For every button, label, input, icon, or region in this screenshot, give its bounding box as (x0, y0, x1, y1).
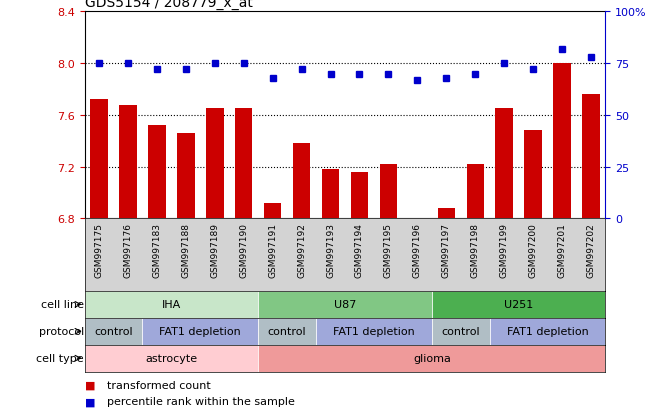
Bar (467, 165, 484, 219)
Bar (293, 144, 311, 219)
Text: glioma: glioma (413, 353, 450, 363)
Text: GSM997194: GSM997194 (355, 223, 364, 277)
Text: GSM997199: GSM997199 (500, 223, 508, 278)
Text: percentile rank within the sample: percentile rank within the sample (107, 396, 296, 406)
Text: control: control (441, 326, 480, 337)
Bar (148, 126, 165, 219)
Bar (437, 209, 455, 219)
Bar (85, 345, 258, 372)
Bar (322, 170, 339, 219)
Bar (143, 318, 258, 345)
Bar (525, 131, 542, 219)
Text: GSM997188: GSM997188 (182, 223, 190, 278)
Text: GSM997200: GSM997200 (529, 223, 538, 277)
Text: control: control (94, 326, 133, 337)
Bar (258, 291, 432, 318)
Text: GSM997201: GSM997201 (557, 223, 566, 277)
Text: GDS5154 / 208779_x_at: GDS5154 / 208779_x_at (85, 0, 253, 10)
Text: IHA: IHA (162, 299, 181, 310)
Text: GSM997202: GSM997202 (587, 223, 596, 277)
Text: U87: U87 (334, 299, 356, 310)
Bar (85, 318, 143, 345)
Text: FAT1 depletion: FAT1 depletion (506, 326, 589, 337)
Text: GSM997176: GSM997176 (124, 223, 133, 278)
Text: GSM997198: GSM997198 (471, 223, 480, 278)
Bar (258, 318, 316, 345)
Bar (177, 134, 195, 219)
Text: astrocyte: astrocyte (145, 353, 197, 363)
Bar (235, 109, 253, 219)
Text: control: control (268, 326, 307, 337)
Bar (264, 204, 281, 219)
Bar (495, 109, 513, 219)
Text: FAT1 depletion: FAT1 depletion (159, 326, 242, 337)
Bar (490, 318, 605, 345)
Bar (90, 100, 108, 219)
Bar (206, 109, 223, 219)
Bar (380, 165, 397, 219)
Bar (316, 318, 432, 345)
Bar (432, 318, 490, 345)
Bar (432, 291, 605, 318)
Bar (119, 105, 137, 219)
Bar (85, 291, 258, 318)
Text: transformed count: transformed count (107, 380, 211, 390)
Text: GSM997197: GSM997197 (442, 223, 450, 278)
Text: U251: U251 (504, 299, 533, 310)
Text: GSM997191: GSM997191 (268, 223, 277, 278)
Text: cell type: cell type (36, 353, 84, 363)
Text: GSM997190: GSM997190 (240, 223, 248, 278)
Text: GSM997175: GSM997175 (94, 223, 104, 278)
Text: cell line: cell line (41, 299, 84, 310)
Text: protocol: protocol (39, 326, 84, 337)
Bar (258, 345, 605, 372)
Bar (582, 95, 600, 219)
Bar (553, 64, 571, 219)
Text: ■: ■ (85, 396, 95, 406)
Text: GSM997196: GSM997196 (413, 223, 422, 278)
Text: GSM997195: GSM997195 (384, 223, 393, 278)
Text: GSM997183: GSM997183 (152, 223, 161, 278)
Text: GSM997189: GSM997189 (210, 223, 219, 278)
Bar (351, 173, 368, 219)
Text: GSM997193: GSM997193 (326, 223, 335, 278)
Text: GSM997192: GSM997192 (297, 223, 306, 277)
Text: ■: ■ (85, 380, 95, 390)
Text: FAT1 depletion: FAT1 depletion (333, 326, 415, 337)
